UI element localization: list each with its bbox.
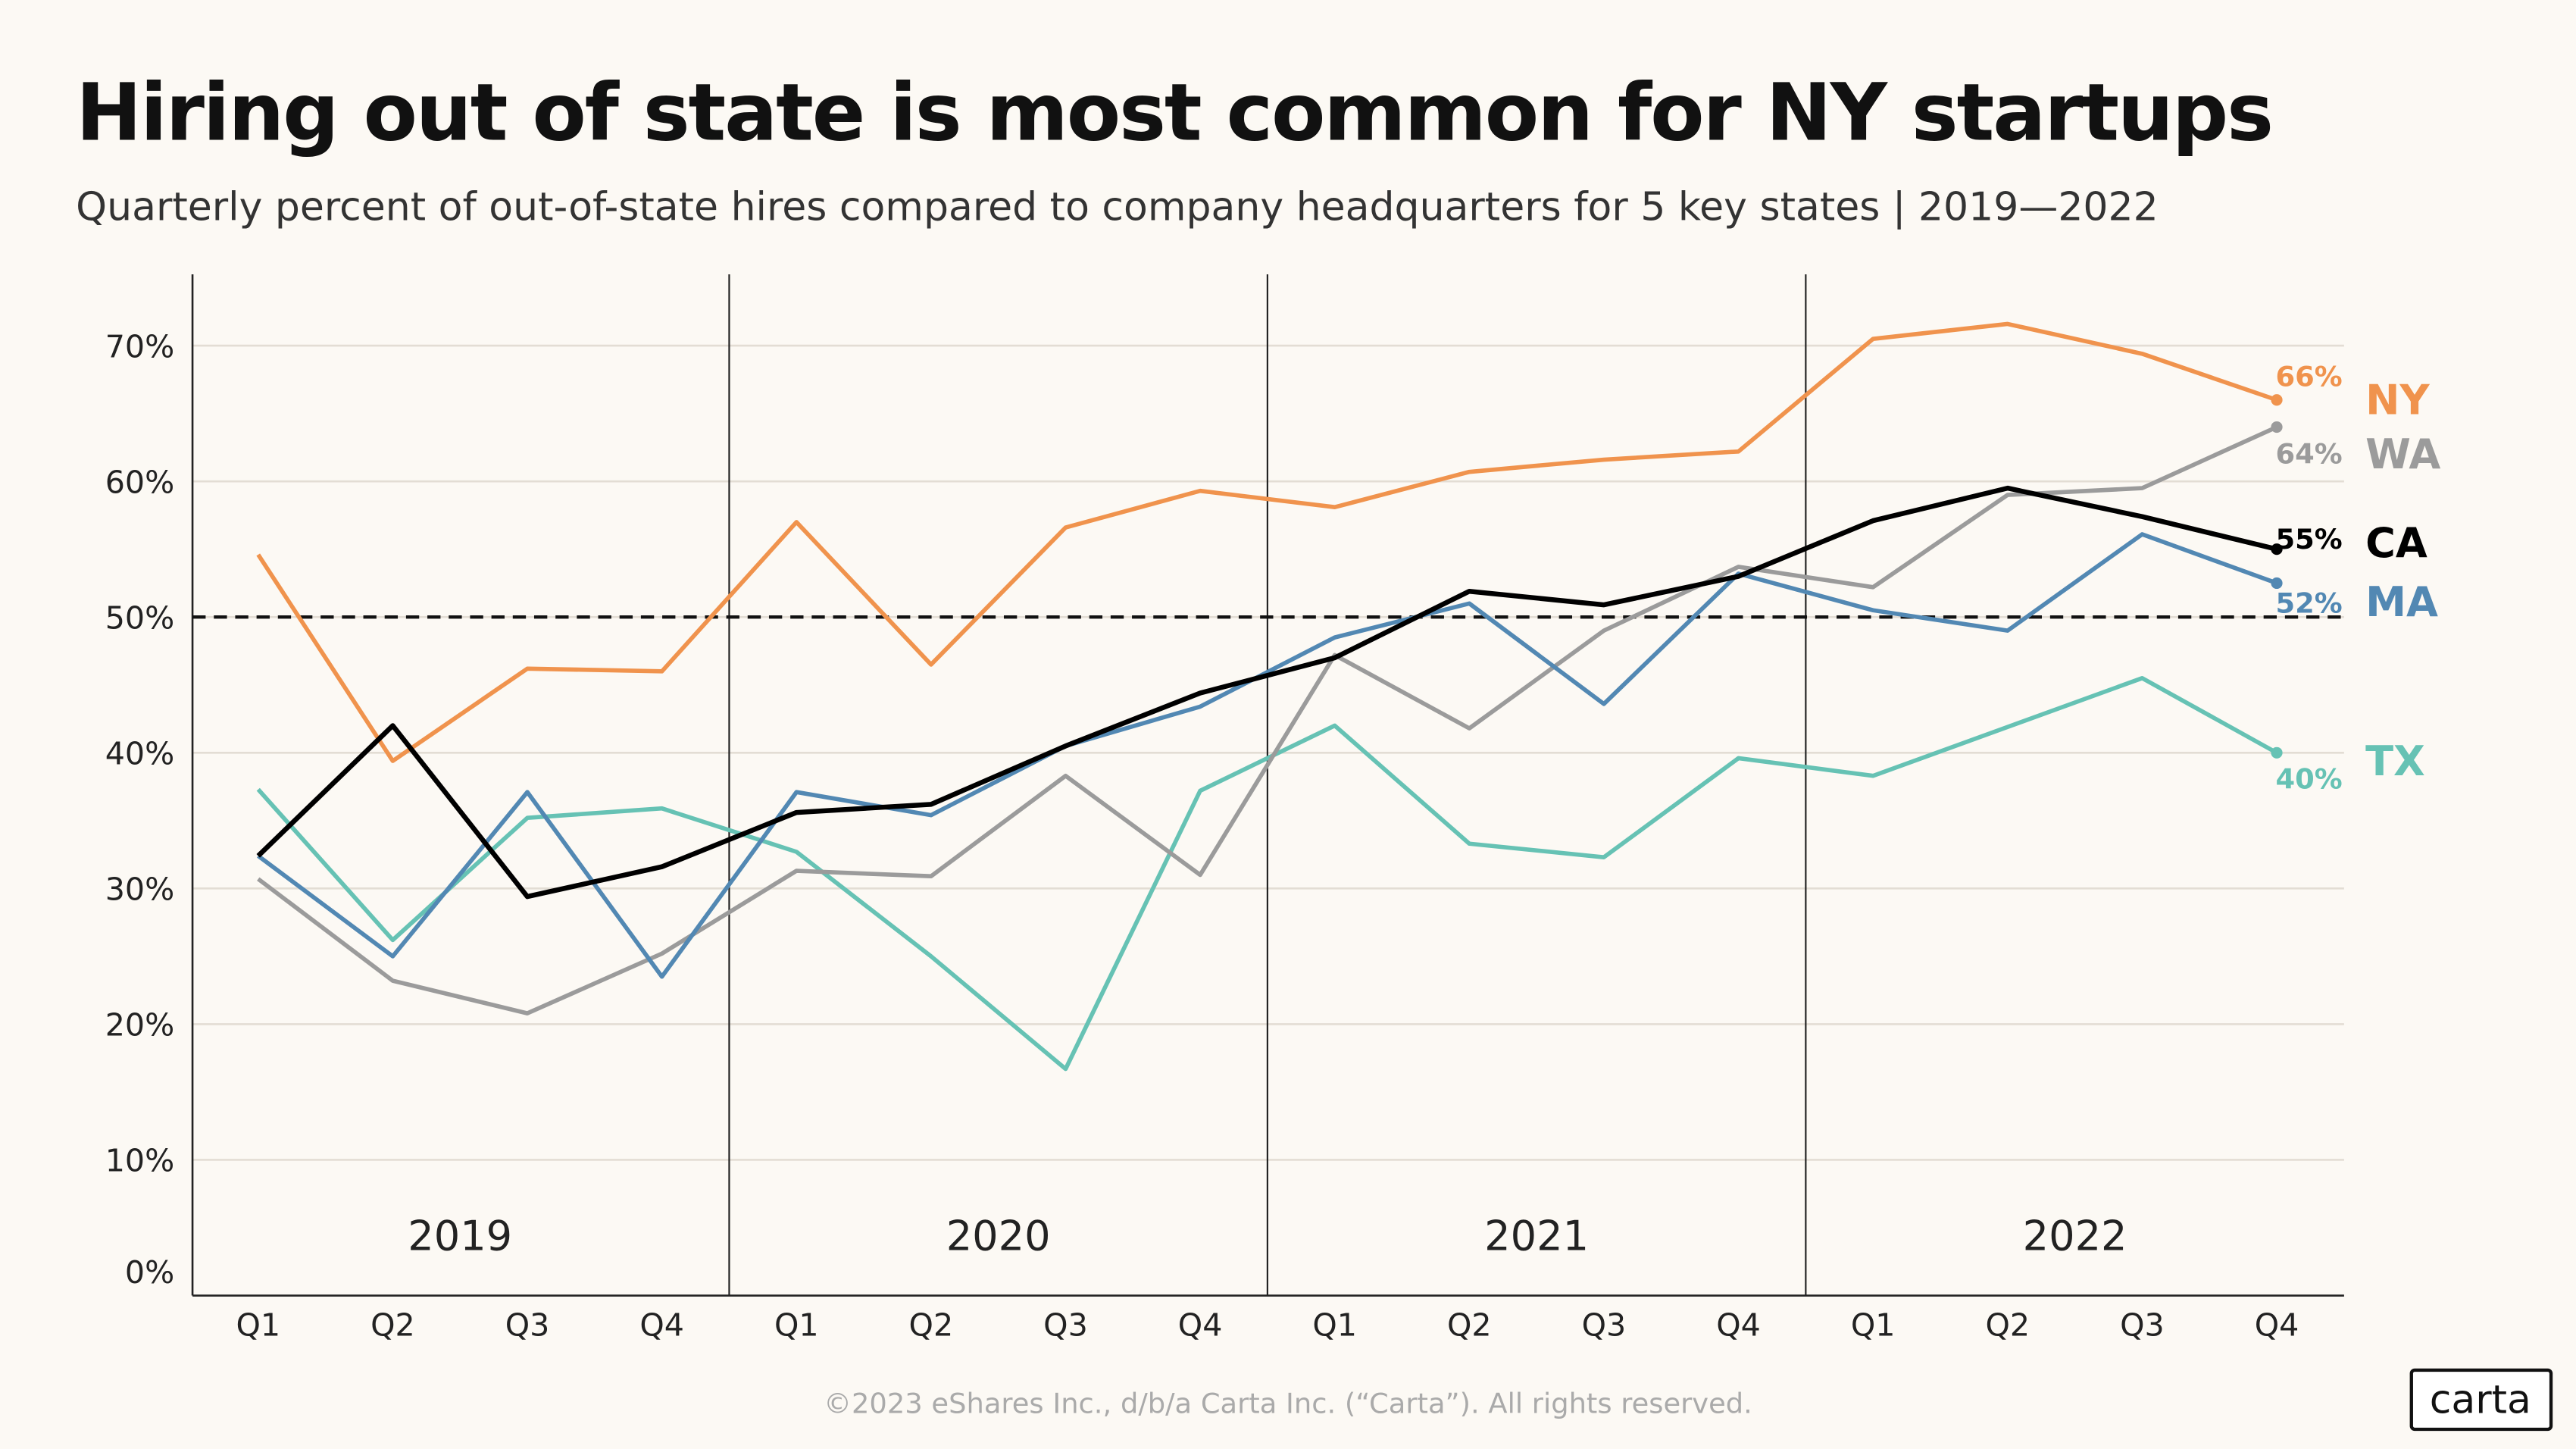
x-tick-label: Q1 xyxy=(774,1307,819,1343)
end-point-wa xyxy=(2271,421,2283,433)
year-label: 2021 xyxy=(1484,1213,1589,1260)
series-line-tx xyxy=(256,675,2278,1072)
end-point-ma xyxy=(2271,577,2283,590)
end-point-ny xyxy=(2271,394,2283,406)
chart-title: Hiring out of state is most common for N… xyxy=(76,66,2272,158)
series-lines xyxy=(256,321,2283,1072)
end-value-label: 40% xyxy=(2276,763,2343,796)
x-tick-label: Q3 xyxy=(1582,1307,1627,1343)
y-tick-label: 40% xyxy=(105,735,175,771)
series-name-label: CA xyxy=(2365,519,2428,567)
x-tick-label: Q2 xyxy=(370,1307,415,1343)
y-tick-label: 70% xyxy=(105,328,175,365)
y-tick-label: 30% xyxy=(105,872,175,908)
chart-subtitle: Quarterly percent of out-of-state hires … xyxy=(76,184,2159,230)
end-value-label: 64% xyxy=(2276,437,2343,470)
y-tick-label: 20% xyxy=(105,1007,175,1044)
y-tick-label: 10% xyxy=(105,1143,175,1179)
year-label: 2019 xyxy=(408,1213,512,1260)
x-tick-label: Q4 xyxy=(2255,1307,2299,1343)
x-tick-label: Q3 xyxy=(1043,1307,1088,1343)
x-tick-label: Q4 xyxy=(639,1307,684,1343)
end-value-label: 52% xyxy=(2276,587,2343,620)
copyright-footer: ©2023 eShares Inc., d/b/a Carta Inc. (“C… xyxy=(824,1387,1752,1419)
series-name-label: TX xyxy=(2365,737,2425,785)
x-tick-label: Q4 xyxy=(1178,1307,1223,1343)
x-tick-label: Q1 xyxy=(1851,1307,1896,1343)
series-line-ma xyxy=(257,532,2277,979)
end-point-ca xyxy=(2271,543,2283,556)
x-tick-label: Q2 xyxy=(1985,1307,2030,1343)
year-label: 2020 xyxy=(946,1213,1051,1260)
y-tick-label: 0% xyxy=(125,1254,174,1291)
series-labels: 66% NY 64% WA 55% CA 52% MA 40% TX xyxy=(2276,360,2441,795)
series-name-label: MA xyxy=(2365,578,2438,626)
carta-logo: carta xyxy=(2409,1368,2553,1432)
x-tick-label: Q2 xyxy=(909,1307,954,1343)
series-line-ca xyxy=(256,485,2277,900)
x-tick-label: Q3 xyxy=(2120,1307,2165,1343)
carta-logo-text: carta xyxy=(2430,1377,2531,1422)
year-label: 2022 xyxy=(2023,1213,2127,1260)
x-tick-label: Q1 xyxy=(1312,1307,1357,1343)
series-name-label: WA xyxy=(2365,430,2440,478)
end-point-tx xyxy=(2271,746,2283,759)
series-line-ny xyxy=(256,321,2277,763)
y-tick-label: 50% xyxy=(105,599,175,636)
x-tick-label: Q3 xyxy=(505,1307,550,1343)
series-line-wa xyxy=(257,424,2278,1016)
x-tick-label: Q1 xyxy=(236,1307,280,1343)
end-value-label: 66% xyxy=(2276,360,2343,393)
axes: 0% 10% 20% 30% 40% 50% 60% 70% 2019 2020 2021 2022 Q… xyxy=(105,274,2344,1343)
series-name-label: NY xyxy=(2365,376,2430,424)
y-tick-label: 60% xyxy=(105,464,175,500)
x-tick-label: Q2 xyxy=(1447,1307,1492,1343)
end-value-label: 55% xyxy=(2276,523,2343,556)
x-tick-label: Q4 xyxy=(1716,1307,1761,1343)
